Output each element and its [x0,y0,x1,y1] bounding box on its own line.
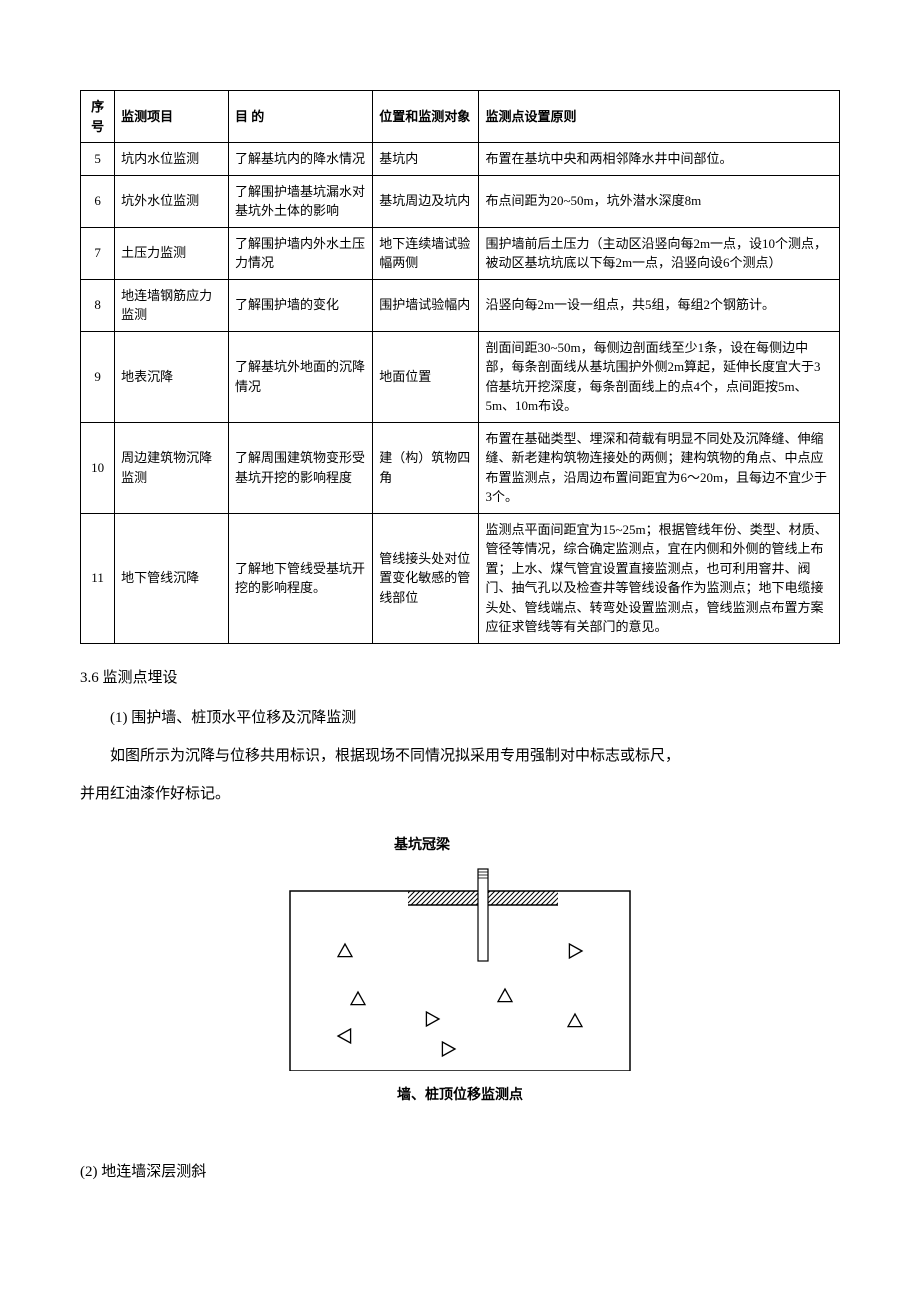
cell-item: 坑内水位监测 [115,143,229,176]
cell-seq: 7 [81,227,115,279]
table-row: 9地表沉降了解基坑外地面的沉降情况地面位置剖面间距30~50m，每侧边剖面线至少… [81,331,840,422]
th-seq: 序号 [81,91,115,143]
subsection-1-title: (1) 围护墙、桩顶水平位移及沉降监测 [80,706,840,730]
figure-caption: 墙、桩顶位移监测点 [80,1085,840,1107]
th-item: 监测项目 [115,91,229,143]
monitoring-point-diagram [280,861,640,1071]
cell-location: 建（构）筑物四角 [373,422,479,513]
cell-location: 地下连续墙试验幅两侧 [373,227,479,279]
table-row: 10周边建筑物沉降监测了解周围建筑物变形受基坑开挖的影响程度建（构）筑物四角布置… [81,422,840,513]
cell-purpose: 了解基坑外地面的沉降情况 [228,331,372,422]
cell-item: 坑外水位监测 [115,175,229,227]
figure-svg-wrap [80,861,840,1079]
cell-location: 管线接头处对位置变化敏感的管线部位 [373,513,479,643]
figure-container: 基坑冠梁 墙、桩顶位移监测点 [80,835,840,1108]
cell-item: 土压力监测 [115,227,229,279]
cell-principle: 沿竖向每2m一设一组点，共5组，每组2个钢筋计。 [479,279,840,331]
th-location: 位置和监测对象 [373,91,479,143]
cell-principle: 剖面间距30~50m，每侧边剖面线至少1条，设在每侧边中部，每条剖面线从基坑围护… [479,331,840,422]
cell-location: 基坑内 [373,143,479,176]
cell-principle: 围护墙前后土压力（主动区沿竖向每2m一点，设10个测点，被动区基坑坑底以下每2m… [479,227,840,279]
cell-seq: 9 [81,331,115,422]
table-row: 7土压力监测了解围护墙内外水土压力情况地下连续墙试验幅两侧围护墙前后土压力（主动… [81,227,840,279]
th-purpose: 目 的 [228,91,372,143]
monitoring-table: 序号 监测项目 目 的 位置和监测对象 监测点设置原则 5坑内水位监测了解基坑内… [80,90,840,644]
cell-seq: 10 [81,422,115,513]
cell-item: 周边建筑物沉降监测 [115,422,229,513]
section-heading: 3.6 监测点埋设 [80,666,840,690]
cell-principle: 监测点平面间距宜为15~25m；根据管线年份、类型、材质、管径等情况，综合确定监… [479,513,840,643]
cell-purpose: 了解基坑内的降水情况 [228,143,372,176]
cell-purpose: 了解围护墙的变化 [228,279,372,331]
cell-purpose: 了解周围建筑物变形受基坑开挖的影响程度 [228,422,372,513]
cell-seq: 8 [81,279,115,331]
table-row: 11地下管线沉降了解地下管线受基坑开挖的影响程度。管线接头处对位置变化敏感的管线… [81,513,840,643]
cell-principle: 布点间距为20~50m，坑外潜水深度8m [479,175,840,227]
cell-seq: 11 [81,513,115,643]
cell-purpose: 了解地下管线受基坑开挖的影响程度。 [228,513,372,643]
th-principle: 监测点设置原则 [479,91,840,143]
cell-principle: 布置在基础类型、埋深和荷载有明显不同处及沉降缝、伸缩缝、新老建构筑物连接处的两侧… [479,422,840,513]
table-row: 8地连墙钢筋应力监测了解围护墙的变化围护墙试验幅内沿竖向每2m一设一组点，共5组… [81,279,840,331]
subsection-1-para-2: 并用红油漆作好标记。 [80,780,840,809]
cell-item: 地下管线沉降 [115,513,229,643]
cell-item: 地连墙钢筋应力监测 [115,279,229,331]
cell-purpose: 了解围护墙内外水土压力情况 [228,227,372,279]
cell-location: 围护墙试验幅内 [373,279,479,331]
cell-item: 地表沉降 [115,331,229,422]
figure-top-label: 基坑冠梁 [394,835,450,857]
cell-location: 地面位置 [373,331,479,422]
table-header-row: 序号 监测项目 目 的 位置和监测对象 监测点设置原则 [81,91,840,143]
table-row: 6坑外水位监测了解围护墙基坑漏水对基坑外土体的影响基坑周边及坑内布点间距为20~… [81,175,840,227]
table-body: 5坑内水位监测了解基坑内的降水情况基坑内布置在基坑中央和两相邻降水井中间部位。6… [81,143,840,644]
subsection-2-title: (2) 地连墙深层测斜 [80,1158,840,1187]
cell-purpose: 了解围护墙基坑漏水对基坑外土体的影响 [228,175,372,227]
cell-location: 基坑周边及坑内 [373,175,479,227]
subsection-1-para-1: 如图所示为沉降与位移共用标识，根据现场不同情况拟采用专用强制对中标志或标尺， [80,742,840,771]
cell-seq: 5 [81,143,115,176]
table-row: 5坑内水位监测了解基坑内的降水情况基坑内布置在基坑中央和两相邻降水井中间部位。 [81,143,840,176]
cell-principle: 布置在基坑中央和两相邻降水井中间部位。 [479,143,840,176]
cell-seq: 6 [81,175,115,227]
